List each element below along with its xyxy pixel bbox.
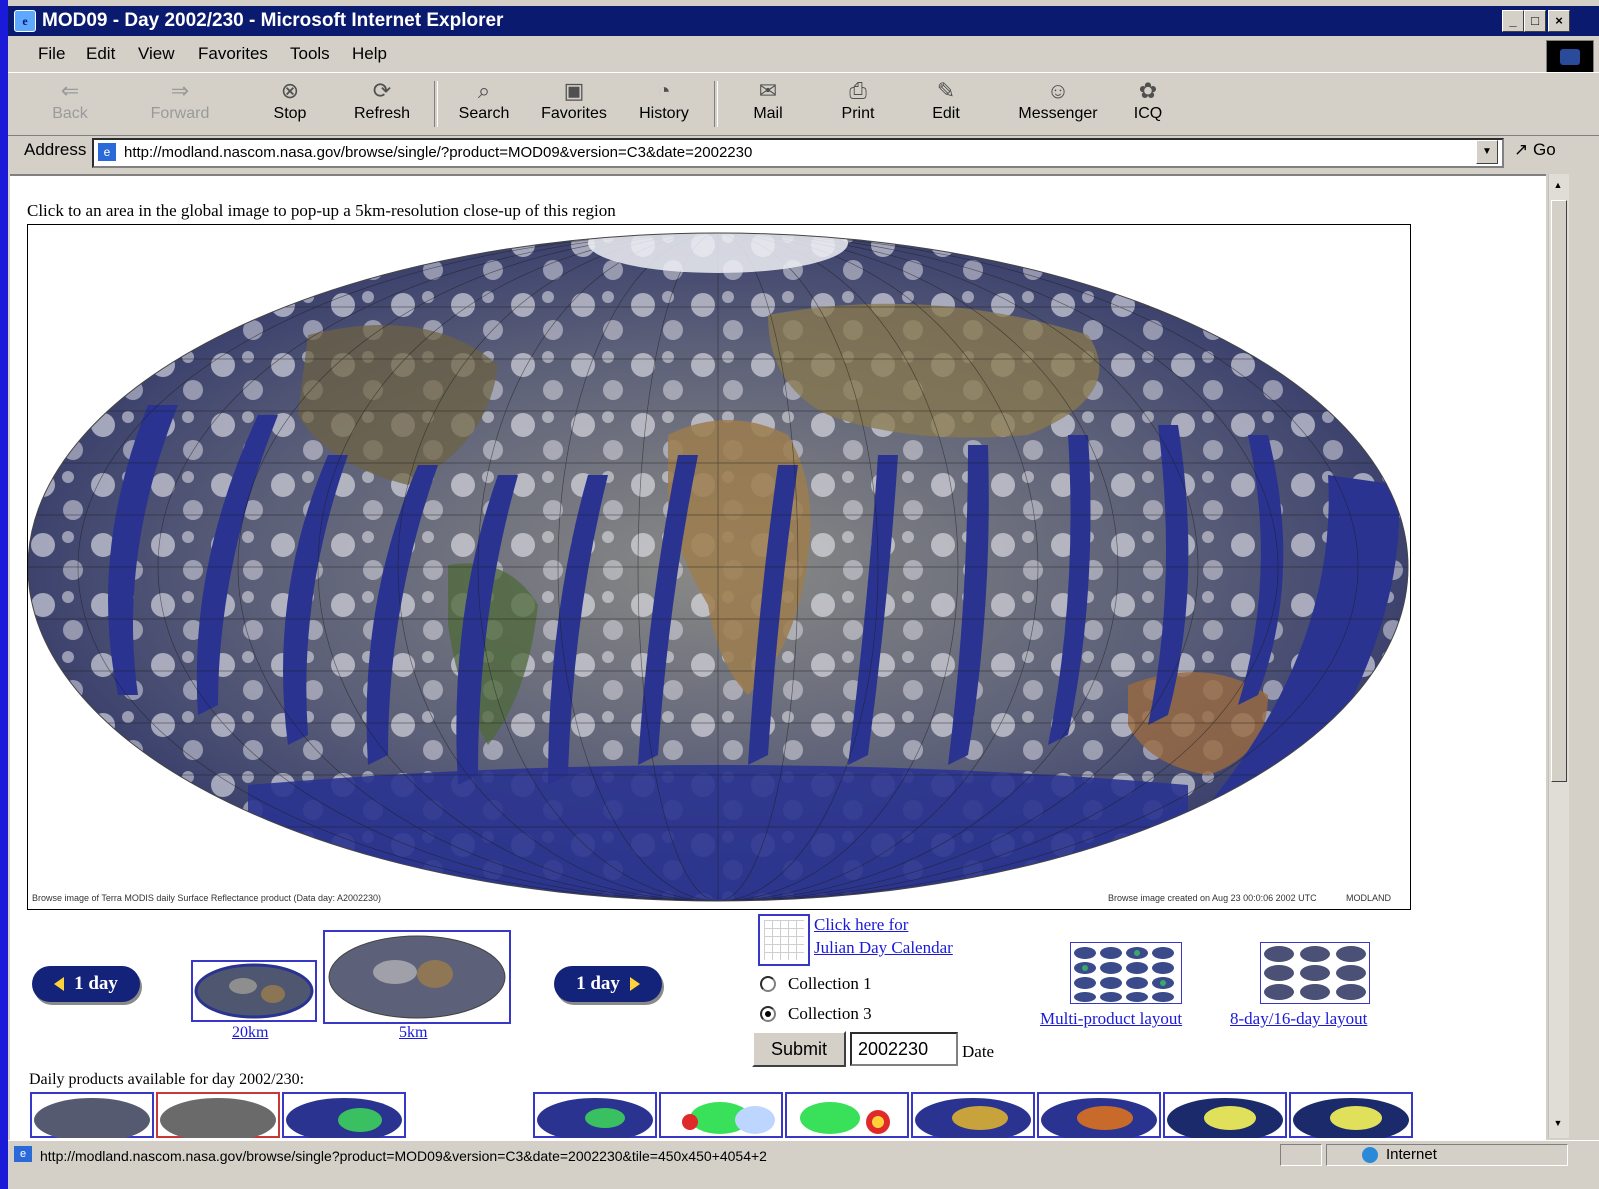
favorites-icon: ▣ xyxy=(563,78,585,103)
forward-arrow-icon: ⇒ xyxy=(170,78,190,103)
ie-logo-icon: e xyxy=(14,10,36,32)
thumbnail-5km-image xyxy=(328,935,506,1019)
status-pane xyxy=(1280,1144,1322,1166)
globe-icon xyxy=(1362,1147,1378,1163)
back-arrow-icon: ⇐ xyxy=(60,78,80,103)
print-icon: ⎙ xyxy=(849,78,867,103)
print-button[interactable]: ⎙ Print xyxy=(841,78,875,123)
messenger-button[interactable]: ☺ Messenger xyxy=(1018,78,1098,123)
thumbnail-5km[interactable] xyxy=(323,930,511,1024)
stop-icon: ⊗ xyxy=(280,78,300,103)
map-caption-left: Browse image of Terra MODIS daily Surfac… xyxy=(32,893,382,903)
calendar-icon[interactable] xyxy=(758,914,810,966)
go-arrow-icon: ↗ xyxy=(1514,140,1529,159)
refresh-icon: ⟳ xyxy=(372,78,392,103)
toolbar-separator xyxy=(714,81,718,127)
collection-1-radio[interactable] xyxy=(760,976,776,992)
next-day-button[interactable]: 1 day xyxy=(554,966,662,1002)
page-status-icon: e xyxy=(14,1146,32,1162)
menu-favorites[interactable]: Favorites xyxy=(198,44,268,63)
edit-button[interactable]: ✎ Edit xyxy=(932,78,960,123)
multi-day-thumbnail[interactable] xyxy=(1260,942,1370,1004)
multi-product-thumbnail[interactable] xyxy=(1070,942,1182,1004)
map-caption-brand: MODLAND xyxy=(1346,893,1392,903)
address-input[interactable]: e http://modland.nascom.nasa.gov/browse/… xyxy=(92,138,1504,168)
daily-products-strip xyxy=(30,1092,1414,1142)
icq-icon: ✿ xyxy=(1138,78,1158,103)
search-icon: ⌕ xyxy=(477,78,491,103)
previous-day-button[interactable]: 1 day xyxy=(32,966,140,1002)
menu-tools[interactable]: Tools xyxy=(290,44,330,63)
mail-icon: ✉ xyxy=(758,78,778,103)
global-image-map[interactable] xyxy=(27,224,1411,910)
maximize-button[interactable]: □ xyxy=(1524,10,1546,32)
search-button[interactable]: ⌕ Search xyxy=(458,78,510,123)
date-value: 2002230 xyxy=(858,1039,929,1059)
menu-view[interactable]: View xyxy=(138,44,175,63)
scroll-up-icon[interactable]: ▲ xyxy=(1553,180,1563,190)
multi-product-layout-link[interactable]: Multi-product layout xyxy=(1040,1009,1183,1028)
right-arrow-icon xyxy=(629,977,640,991)
address-dropdown-button[interactable]: ▼ xyxy=(1476,140,1498,164)
close-button[interactable]: × xyxy=(1548,10,1570,32)
date-label: Date xyxy=(962,1042,995,1061)
status-text: http://modland.nascom.nasa.gov/browse/si… xyxy=(40,1148,767,1164)
daily-products-thumbnails xyxy=(30,1092,1413,1142)
address-url: http://modland.nascom.nasa.gov/browse/si… xyxy=(124,144,753,161)
link-20km[interactable]: 20km xyxy=(232,1024,269,1041)
address-label: Address xyxy=(24,140,87,159)
calendar-link-line1[interactable]: Click here for xyxy=(814,915,909,934)
link-5km[interactable]: 5km xyxy=(399,1024,428,1041)
date-input[interactable]: 2002230 xyxy=(850,1032,958,1066)
submit-button[interactable]: Submit xyxy=(752,1031,846,1067)
scroll-thumb[interactable] xyxy=(1551,200,1567,782)
edit-icon: ✎ xyxy=(936,78,956,103)
collection-3-label: Collection 3 xyxy=(788,1004,872,1023)
menu-bar: File Edit View Favorites Tools Help xyxy=(8,38,1599,70)
menu-file[interactable]: File xyxy=(38,44,66,63)
minimize-button[interactable]: _ xyxy=(1502,10,1524,32)
windows-logo-icon xyxy=(1546,40,1594,74)
icq-button[interactable]: ✿ ICQ xyxy=(1133,78,1163,123)
go-button[interactable]: ↗ Go xyxy=(1514,140,1556,159)
forward-button[interactable]: ⇒ Forward xyxy=(150,78,210,123)
toolbar: ⇐ Back ⇒ Forward ⊗ Stop ⟳ Refresh ⌕ Search ▣ F… xyxy=(8,72,1599,136)
refresh-button[interactable]: ⟳ Refresh xyxy=(353,78,411,123)
day8-16-layout-link[interactable]: 8-day/16-day layout xyxy=(1230,1009,1368,1028)
menu-edit[interactable]: Edit xyxy=(86,44,116,63)
collection-1-label: Collection 1 xyxy=(788,974,872,993)
thumbnail-20km-image xyxy=(194,963,314,1019)
map-instruction: Click to an area in the global image to … xyxy=(27,201,616,220)
toolbar-separator xyxy=(434,81,438,127)
thumbnail-20km[interactable] xyxy=(191,960,317,1022)
messenger-icon: ☺ xyxy=(1046,78,1070,103)
world-map-image[interactable] xyxy=(28,225,1410,909)
calendar-link-line2[interactable]: Julian Day Calendar xyxy=(814,938,953,957)
status-zone-pane xyxy=(1326,1144,1568,1166)
zone-label: Internet xyxy=(1386,1146,1437,1163)
history-button[interactable]: ◔ History xyxy=(639,78,689,123)
title-bar: e MOD09 - Day 2002/230 - Microsoft Inter… xyxy=(8,6,1599,36)
left-arrow-icon xyxy=(54,977,65,991)
favorites-button[interactable]: ▣ Favorites xyxy=(541,78,607,123)
multi-product-grid-image xyxy=(1074,947,1174,1002)
map-caption-right: Browse image created on Aug 23 00:0:06 2… xyxy=(1108,893,1317,903)
menu-help[interactable]: Help xyxy=(352,44,387,63)
mail-button[interactable]: ✉ Mail xyxy=(753,78,783,123)
window-title: MOD09 - Day 2002/230 - Microsoft Interne… xyxy=(42,10,504,31)
collection-3-radio[interactable] xyxy=(760,1006,776,1022)
back-button[interactable]: ⇐ Back xyxy=(52,78,88,123)
page-icon: e xyxy=(98,143,116,161)
daily-products-label: Daily products available for day 2002/23… xyxy=(29,1071,305,1088)
stop-button[interactable]: ⊗ Stop xyxy=(273,78,307,123)
scroll-down-icon[interactable]: ▼ xyxy=(1553,1118,1563,1128)
history-icon: ◔ xyxy=(657,78,671,103)
multi-day-grid-image xyxy=(1264,946,1366,1000)
vertical-scrollbar[interactable]: ▲ ▼ xyxy=(1548,174,1569,1138)
